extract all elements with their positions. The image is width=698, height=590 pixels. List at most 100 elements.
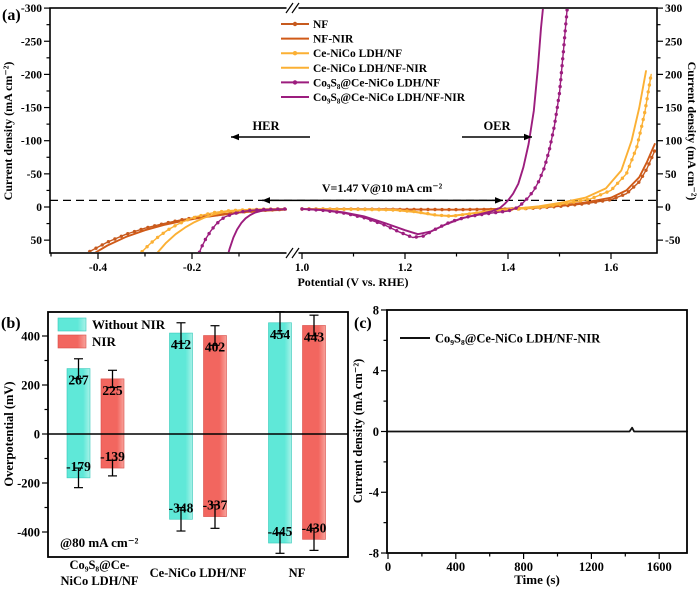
series-marker (598, 193, 603, 197)
series-marker (207, 231, 211, 236)
legend-swatch (57, 334, 87, 349)
series-marker (630, 158, 634, 162)
y-tick-label: 4 (373, 364, 380, 378)
series-marker (234, 211, 238, 215)
bar-value-label: -430 (302, 520, 327, 535)
series-marker (572, 200, 576, 204)
axis-break-mark (285, 247, 294, 259)
series-marker (106, 294, 109, 297)
series-marker (118, 277, 121, 280)
y-tick-label-left: -50 (27, 169, 43, 181)
series-marker (615, 181, 620, 185)
her-label: HER (252, 119, 280, 133)
series-marker (578, 199, 583, 203)
series-marker (140, 249, 144, 252)
y-tick-label-left: -200 (21, 69, 42, 81)
series-marker (640, 174, 645, 178)
bar-series-nir: 225 -139 402 -337 443 -430 (100, 314, 327, 551)
series-marker (71, 262, 74, 265)
series-line-her (140, 208, 287, 252)
series-marker (550, 133, 555, 137)
condition-annotation: @80 mA cm⁻² (60, 535, 139, 550)
series-marker (529, 192, 533, 196)
category-label: NiCo LDH/NF (60, 574, 138, 588)
series-marker (494, 210, 498, 215)
legend-label: Co₉S₈@Ce-NiCo LDH/NF-NIR (435, 332, 601, 346)
oer-arrow-head (524, 133, 532, 141)
series-co-s-ce-nico-ldh-nf-nir (387, 426, 688, 433)
series-marker (82, 254, 85, 257)
y-tick-label-right: 50 (665, 169, 677, 181)
series-marker (620, 193, 625, 197)
bar-value-label: -139 (100, 449, 125, 464)
y-tick-label: 0 (34, 427, 40, 441)
series-line-her (156, 208, 287, 252)
series-marker (640, 124, 644, 128)
panel-c-chart: 8 4 0 -4 -8 0 400 800 1200 1600 Current density (m… (351, 303, 688, 587)
x-tick-label: 800 (514, 560, 533, 574)
series-marker (636, 138, 641, 142)
series-marker (200, 244, 204, 248)
series-nf (49, 149, 656, 283)
series-marker (407, 234, 412, 238)
y-axis-label: Current density (mA cm⁻²) (351, 359, 365, 503)
series-marker (536, 180, 541, 184)
y-axis-label: Overpotential (mV) (2, 381, 16, 486)
y-tick-label-right: 200 (665, 69, 683, 81)
series-ce-nico-ldh-nf-nir (156, 70, 647, 252)
bar-value-label: 454 (270, 327, 291, 342)
series-marker (647, 162, 651, 166)
bar-value-label: 412 (171, 337, 192, 352)
y-tick-label: 8 (373, 303, 379, 317)
y-tick-label: 0 (373, 425, 379, 439)
series-co-s-ce-nico-ldh-nf-nir (227, 9, 544, 252)
series-marker (614, 196, 618, 200)
series-marker (150, 240, 154, 244)
series-marker (189, 277, 192, 280)
series-marker (401, 231, 405, 236)
series-marker (638, 131, 642, 135)
series-marker (197, 250, 202, 252)
series-marker (650, 155, 654, 160)
panel-c-legend: Co₉S₈@Ce-NiCo LDH/NF-NIR (400, 332, 601, 346)
series-marker (136, 255, 139, 258)
series-marker (507, 208, 512, 213)
series-marker (645, 97, 649, 101)
series-marker (557, 91, 562, 96)
series-marker (186, 291, 189, 294)
y-tick-label-right: -50 (665, 235, 681, 247)
series-marker (611, 186, 615, 191)
category-label: Ce-NiCo LDH/NF (150, 566, 247, 580)
y-axis-label-left: Current density (mA cm⁻²) (1, 62, 15, 201)
y-tick-label-left: 50 (31, 235, 43, 247)
y-tick-label-right: 250 (665, 36, 683, 48)
series-marker (106, 240, 111, 244)
legend-label: NIR (92, 334, 116, 349)
series-line-oer (301, 9, 544, 236)
series-marker (94, 246, 98, 250)
y-tick-label-left: 0 (36, 202, 42, 214)
series-marker (241, 209, 245, 214)
x-tick-label: 0 (385, 560, 391, 574)
series-marker (132, 229, 137, 234)
legend-marker-sample (292, 51, 298, 56)
bar (203, 335, 227, 517)
panel-a-legend: NF NF-NIR Ce-NiCo LDH/NF Ce-NiCo LDH/NF-NIR… (281, 19, 466, 104)
bar-value-label: 225 (102, 383, 123, 398)
series-marker (114, 283, 117, 286)
series-marker (625, 171, 629, 175)
series-marker (562, 43, 566, 47)
series-marker (520, 202, 524, 206)
series-marker (167, 227, 171, 231)
series-line-oer (301, 70, 647, 217)
series-marker (500, 210, 505, 214)
series-marker (620, 176, 625, 180)
series-marker (559, 71, 564, 75)
series-marker (514, 206, 518, 210)
x-tick-label: 1.2 (398, 262, 413, 274)
y-tick-label: -4 (369, 486, 380, 500)
series-marker (49, 280, 52, 283)
bar-value-label: -348 (169, 500, 194, 515)
axis-break-gap (286, 250, 299, 258)
series-marker (563, 29, 567, 33)
